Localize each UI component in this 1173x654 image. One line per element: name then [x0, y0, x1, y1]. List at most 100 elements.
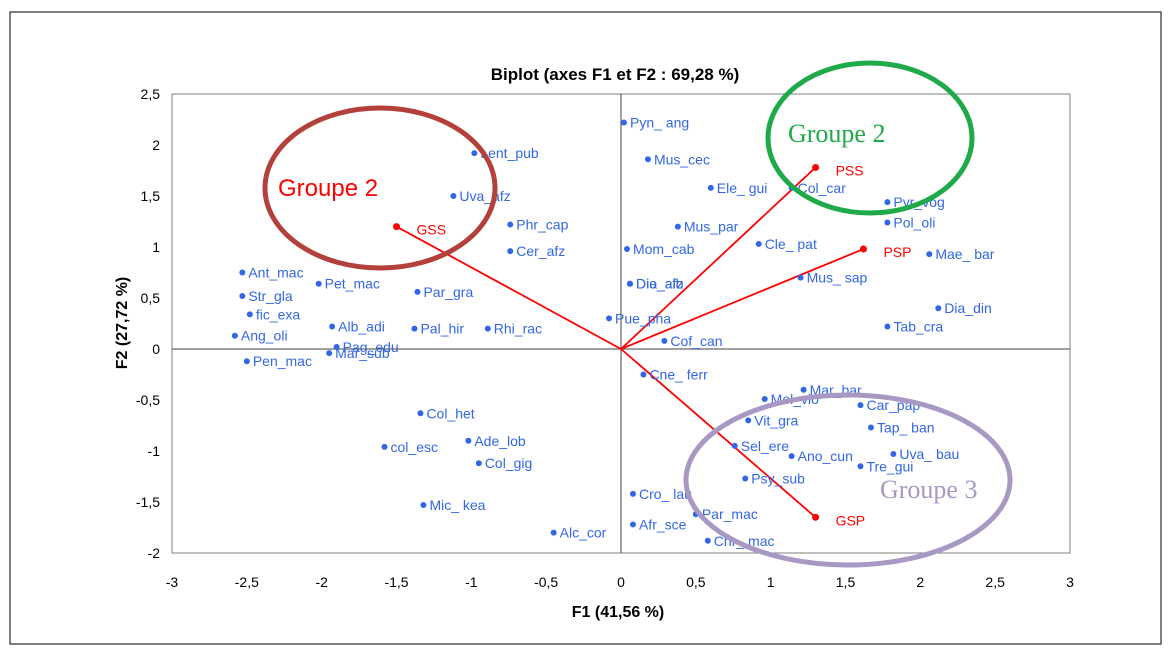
outer-border — [9, 11, 1162, 645]
observation-label: Pal_hir — [420, 321, 464, 337]
observation-point — [742, 475, 749, 482]
y-tick-label: 0 — [152, 341, 160, 357]
observation-label: Ano_cun — [798, 448, 853, 464]
variable-point — [393, 223, 400, 231]
group-label-2: Groupe 2 — [788, 119, 885, 148]
y-tick-label: -1,5 — [136, 494, 160, 510]
y-tick-label: -2 — [148, 545, 161, 561]
observation-point — [550, 529, 557, 536]
observation-point — [420, 502, 427, 509]
observation-point — [926, 251, 933, 258]
observation-point — [239, 269, 246, 276]
x-tick-label: -1 — [465, 574, 478, 590]
variable-point — [812, 163, 820, 171]
y-tick-label: 0,5 — [141, 290, 161, 306]
observation-point — [606, 315, 613, 322]
observation-point — [626, 280, 633, 287]
observation-point — [867, 424, 874, 431]
observation-point — [857, 402, 864, 409]
observation-point — [475, 460, 482, 467]
x-tick-label: 1,5 — [836, 574, 856, 590]
group-ellipse-1 — [262, 105, 498, 271]
observation-label: Pag_edu — [343, 339, 399, 355]
observation-label: Mus_ sap — [807, 270, 868, 286]
observation-label: Mus_cec — [654, 151, 710, 167]
variable-label: PSP — [883, 244, 911, 260]
observation-point — [731, 442, 738, 449]
observation-point — [884, 219, 891, 226]
observation-label: Mom_cab — [633, 241, 695, 257]
group-ellipse-2 — [765, 60, 975, 216]
x-tick-label: -2,5 — [235, 574, 259, 590]
observation-point — [761, 395, 768, 402]
observation-label: fic_exa — [256, 306, 301, 322]
variable-vector — [620, 348, 817, 518]
observation-label: Col_het — [426, 405, 474, 421]
observation-point — [414, 288, 421, 295]
observation-label: Col_gig — [485, 455, 532, 471]
x-tick-label: 3 — [1066, 574, 1074, 590]
observation-point — [857, 463, 864, 470]
observation-point — [629, 490, 636, 497]
observation-label: Phr_cap — [516, 217, 568, 233]
variable-vector — [620, 166, 817, 350]
observation-point — [239, 292, 246, 299]
group-label-3: Groupe 3 — [880, 475, 977, 504]
x-tick-label: 0 — [617, 574, 625, 590]
variable-label: GSP — [836, 512, 866, 528]
observation-label: Cle_ pat — [765, 236, 817, 252]
observation-point — [507, 221, 514, 228]
observation-label: Ade_lob — [474, 433, 526, 449]
y-tick-label: -0,5 — [136, 392, 160, 408]
chart-title: Biplot (axes F1 et F2 : 69,28 %) — [491, 65, 739, 84]
observation-label: Par_mac — [702, 506, 758, 522]
vectors-layer: PSS PSP GSS GSP — [393, 162, 911, 528]
observation-label: Pen_mac — [253, 353, 312, 369]
observation-point — [507, 248, 514, 255]
observation-label: Uva_ bau — [899, 446, 959, 462]
observation-point — [411, 325, 418, 332]
observation-label: Cro_ lau — [639, 486, 692, 502]
observation-point — [797, 274, 804, 281]
y-tick-label: 1,5 — [141, 188, 161, 204]
x-tick-label: 0,5 — [686, 574, 706, 590]
axes-layer: -3 -2,5 -2 -1,5 -1 -0,5 0 0,5 1 1,5 2 2,5 3 2,5 2 1,5 1 0… — [136, 86, 1074, 590]
x-axis-title: F1 (41,56 %) — [572, 604, 664, 621]
observation-label: Cer_afz — [516, 243, 565, 259]
observation-label: Mic_ kea — [429, 497, 485, 513]
observation-label: Str_gla — [248, 288, 293, 304]
observation-label: Afr_sce — [639, 516, 687, 532]
observation-label: Alb_adi — [338, 319, 385, 335]
observation-point — [326, 350, 333, 357]
observation-point — [661, 337, 668, 344]
observation-point — [884, 323, 891, 330]
variable-vector — [396, 225, 622, 350]
observation-label: Ele_ gui — [717, 180, 768, 196]
observation-point — [315, 280, 322, 287]
observation-label: Cne_ ferr — [649, 367, 708, 383]
observation-point — [935, 305, 942, 312]
observation-label: Cof_can — [670, 333, 722, 349]
observation-label: Vit_gra — [754, 412, 798, 428]
observation-label: Pet_mac — [325, 276, 380, 292]
x-tick-label: 1 — [767, 574, 775, 590]
observation-point — [484, 325, 491, 332]
observation-label: col_esc — [391, 439, 438, 455]
observation-point — [333, 343, 340, 350]
observation-label: Psy_sub — [751, 471, 805, 487]
observation-label: Pol_oli — [893, 215, 935, 231]
observation-point — [231, 332, 238, 339]
observation-point — [620, 119, 627, 126]
observation-label: Sel_ere — [741, 438, 789, 454]
x-tick-label: 2,5 — [985, 574, 1005, 590]
observation-point — [704, 537, 711, 544]
x-tick-label: -1,5 — [384, 574, 408, 590]
observation-point — [707, 184, 714, 191]
observation-label: Tre_gui — [866, 458, 913, 474]
observation-point — [329, 323, 336, 330]
observation-point — [471, 150, 478, 157]
variable-point — [859, 245, 867, 253]
observation-label: Tab_cra — [893, 319, 943, 335]
observation-point — [745, 417, 752, 424]
